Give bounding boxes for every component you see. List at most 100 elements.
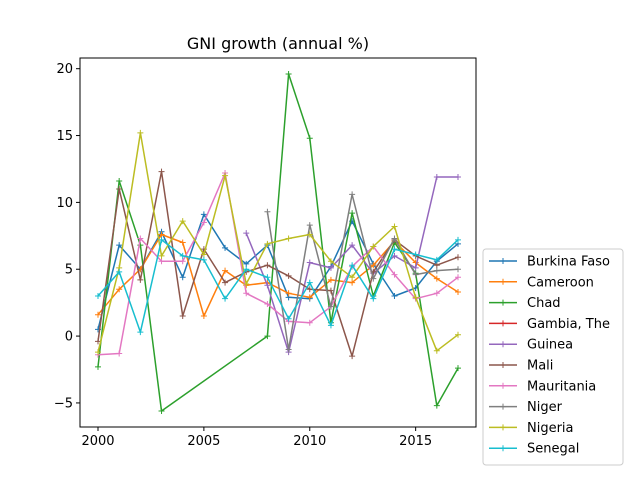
y-tick-label: 15	[56, 129, 73, 144]
data-point	[158, 407, 165, 414]
data-point	[137, 242, 144, 249]
data-point	[200, 313, 207, 320]
data-point	[264, 262, 271, 269]
data-point	[391, 246, 398, 253]
data-point	[243, 230, 250, 237]
data-point	[264, 333, 271, 340]
data-point	[306, 319, 313, 326]
data-point	[116, 350, 123, 357]
data-point	[179, 218, 186, 225]
data-point	[327, 287, 334, 294]
legend-label: Cameroon	[527, 275, 594, 290]
legend-item: Mali	[489, 359, 553, 374]
data-point	[222, 244, 229, 251]
data-point	[137, 129, 144, 136]
legend-label: Chad	[527, 296, 561, 311]
data-point	[455, 274, 461, 281]
data-point	[327, 322, 334, 329]
data-point	[327, 258, 334, 265]
y-tick-label: 10	[56, 196, 73, 211]
legend-label: Guinea	[527, 338, 573, 353]
data-point	[200, 219, 207, 226]
data-point	[455, 254, 461, 261]
data-point	[412, 251, 419, 258]
data-point	[306, 135, 313, 142]
legend-label: Niger	[527, 400, 563, 415]
legend-marker	[500, 278, 506, 285]
x-axis: 2000 2005 2010 2015	[81, 427, 432, 449]
data-point	[222, 267, 229, 274]
legend: Burkina Faso Cameroon Chad Gambia, The Guine…	[482, 248, 624, 466]
data-point	[433, 267, 440, 274]
y-tick-label: 20	[56, 62, 73, 77]
series-cameroon	[95, 231, 461, 320]
data-point	[327, 264, 334, 271]
data-point	[285, 290, 292, 297]
legend-label: Gambia, The	[527, 317, 610, 332]
data-point	[370, 262, 377, 269]
data-point	[158, 258, 165, 265]
data-point	[264, 274, 271, 281]
legend-marker	[500, 320, 506, 327]
data-point	[391, 235, 398, 242]
data-point	[243, 290, 250, 297]
data-point	[200, 251, 207, 258]
data-point	[179, 239, 186, 246]
series-line	[266, 193, 459, 351]
legend-item: Niger	[489, 400, 563, 415]
data-point	[306, 231, 313, 238]
data-point	[370, 275, 377, 282]
data-point	[222, 279, 229, 286]
y-axis: −5 0 5 10 15 20	[54, 62, 80, 411]
legend-label: Senegal	[527, 442, 579, 457]
legend-item: Mauritania	[489, 379, 596, 394]
plot-frame	[79, 57, 477, 428]
data-point	[349, 210, 356, 217]
data-point	[391, 271, 398, 278]
data-point	[349, 242, 356, 249]
legend-marker	[500, 341, 506, 348]
data-point	[455, 331, 461, 338]
data-point	[433, 290, 440, 297]
data-point	[455, 365, 461, 372]
data-point	[455, 173, 461, 180]
data-point	[116, 186, 123, 193]
data-point	[116, 286, 123, 293]
data-point	[433, 402, 440, 409]
series-line	[97, 239, 459, 333]
legend-marker	[500, 403, 506, 410]
legend-marker	[500, 362, 506, 368]
legend-item: Senegal	[489, 442, 579, 457]
data-point	[349, 191, 356, 198]
data-point	[306, 279, 313, 286]
data-point	[158, 168, 165, 175]
series-line	[97, 73, 459, 412]
data-point	[158, 236, 165, 243]
data-point	[264, 301, 271, 307]
data-point	[370, 295, 377, 302]
legend-label: Mali	[527, 359, 553, 374]
data-point	[349, 353, 356, 360]
data-point	[222, 172, 229, 179]
legend-marker	[500, 424, 506, 431]
data-point	[200, 256, 207, 263]
data-point	[306, 286, 313, 293]
legend-box	[482, 248, 624, 466]
data-point	[433, 347, 440, 354]
data-point	[285, 315, 292, 322]
legend-label: Mauritania	[527, 379, 596, 394]
legend-item: Guinea	[489, 338, 573, 353]
series-nigeria	[95, 129, 461, 356]
data-point	[116, 178, 123, 184]
data-point	[116, 242, 123, 249]
data-point	[95, 363, 101, 370]
data-point	[306, 294, 313, 301]
x-tick-label: 2015	[399, 434, 432, 449]
data-point	[243, 280, 250, 287]
data-point	[327, 303, 334, 310]
data-point	[285, 272, 292, 279]
data-point	[349, 274, 356, 281]
data-point	[391, 292, 398, 299]
legend-item: Nigeria	[489, 421, 574, 436]
